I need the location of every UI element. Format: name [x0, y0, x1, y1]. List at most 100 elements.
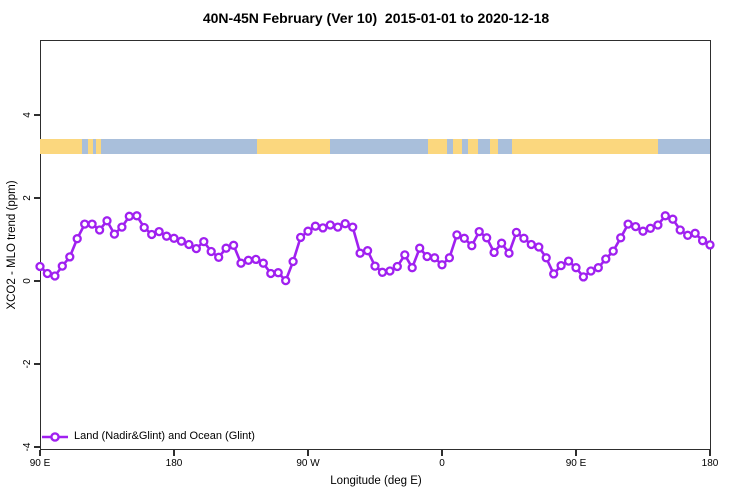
data-point-marker: [42, 268, 53, 279]
y-axis-tick: [34, 363, 40, 365]
surface-band-segment-land: [511, 139, 658, 154]
data-point-marker: [147, 229, 157, 240]
data-point-marker: [266, 268, 276, 279]
x-axis-tick-label: 90 W: [296, 458, 320, 469]
data-point-marker: [206, 246, 216, 257]
data-point-marker: [176, 236, 187, 246]
data-point-marker: [221, 243, 231, 253]
data-point-marker: [392, 261, 402, 272]
data-point-marker: [72, 234, 82, 244]
data-point-marker: [467, 241, 477, 251]
x-axis-tick: [173, 450, 175, 456]
data-point-marker: [124, 211, 134, 221]
data-point-marker: [563, 256, 574, 266]
data-point-marker: [437, 260, 447, 270]
data-point-marker: [511, 227, 522, 238]
data-point-marker: [474, 226, 484, 237]
data-point-marker: [660, 211, 670, 221]
surface-band-segment-land: [468, 139, 478, 154]
data-point-marker: [556, 260, 566, 271]
data-point-marker: [407, 263, 417, 273]
x-axis-tick-label: 180: [165, 458, 183, 469]
surface-band-segment-ocean: [101, 139, 258, 154]
data-point-marker: [362, 246, 373, 256]
data-point-marker: [139, 222, 149, 233]
data-point-marker: [161, 231, 172, 241]
chart-title: 40N-45N February (Ver 10) 2015-01-01 to …: [202, 10, 550, 26]
x-axis-tick-label: 180: [701, 458, 719, 469]
data-point-marker: [526, 239, 536, 250]
data-point-marker: [385, 266, 395, 276]
data-point-marker: [444, 253, 455, 263]
data-point-marker: [549, 269, 559, 279]
data-point-marker: [593, 263, 603, 273]
legend-marker: [42, 432, 68, 442]
data-point-marker: [214, 252, 224, 262]
data-point-marker: [35, 261, 45, 272]
x-axis-tick: [39, 450, 41, 456]
data-point-marker: [303, 226, 313, 236]
data-point-marker: [452, 230, 462, 240]
legend-point-sample: [50, 432, 60, 442]
data-point-marker: [87, 219, 97, 229]
data-point-marker: [601, 254, 611, 264]
x-axis-tick-label: 90 E: [29, 458, 51, 469]
data-point-marker: [616, 233, 626, 243]
data-point-marker: [496, 238, 507, 248]
data-point-marker: [571, 263, 581, 273]
data-point-marker: [65, 252, 75, 262]
surface-band-segment-ocean: [81, 139, 88, 154]
y-axis-tick: [34, 114, 40, 116]
surface-band-segment-land: [427, 139, 448, 154]
data-point-marker: [422, 251, 432, 262]
data-point-marker: [608, 246, 618, 256]
data-point-marker: [258, 258, 268, 268]
surface-band-segment-ocean: [477, 139, 490, 154]
data-point-marker: [668, 214, 678, 224]
x-axis-tick: [575, 450, 577, 456]
surface-band-segment-land: [87, 139, 93, 154]
data-point-marker: [541, 253, 551, 263]
data-point-marker: [325, 220, 335, 230]
surface-band-segment-land: [40, 139, 82, 154]
data-point-marker: [333, 222, 343, 232]
data-point-marker: [310, 221, 321, 231]
y-axis-tick: [34, 197, 40, 199]
data-point-marker: [623, 219, 633, 229]
data-point-marker: [243, 255, 254, 265]
data-point-marker: [80, 219, 90, 229]
data-point-marker: [348, 222, 358, 232]
data-point-marker: [228, 240, 239, 250]
data-point-marker: [400, 250, 410, 260]
data-point-marker: [697, 236, 708, 246]
data-point-marker: [355, 248, 365, 258]
data-point-marker: [429, 253, 440, 263]
data-point-marker: [705, 240, 715, 250]
data-point-marker: [57, 261, 67, 271]
data-point-marker: [102, 216, 112, 226]
data-point-marker: [482, 233, 492, 243]
surface-band-segment-ocean: [447, 139, 454, 154]
x-axis-tick-label: 0: [439, 458, 445, 469]
data-point-marker: [653, 220, 663, 230]
data-point-marker: [191, 243, 201, 254]
data-point-marker: [132, 211, 142, 221]
data-point-marker: [273, 268, 283, 278]
data-point-marker: [154, 226, 164, 237]
x-axis-title: Longitude (deg E): [330, 475, 422, 487]
surface-band-segment-ocean: [462, 139, 469, 154]
x-axis-tick: [709, 450, 711, 456]
data-point-marker: [318, 223, 328, 233]
data-point-marker: [94, 225, 105, 235]
data-point-marker: [199, 236, 209, 247]
data-point-marker: [377, 267, 388, 277]
data-point-marker: [288, 256, 298, 267]
data-point-marker: [109, 229, 120, 239]
data-point-marker: [534, 242, 544, 252]
surface-band-segment-land: [257, 139, 331, 154]
surface-band-segment-ocean: [330, 139, 428, 154]
y-axis-tick: [34, 446, 40, 448]
data-point-marker: [184, 239, 194, 250]
